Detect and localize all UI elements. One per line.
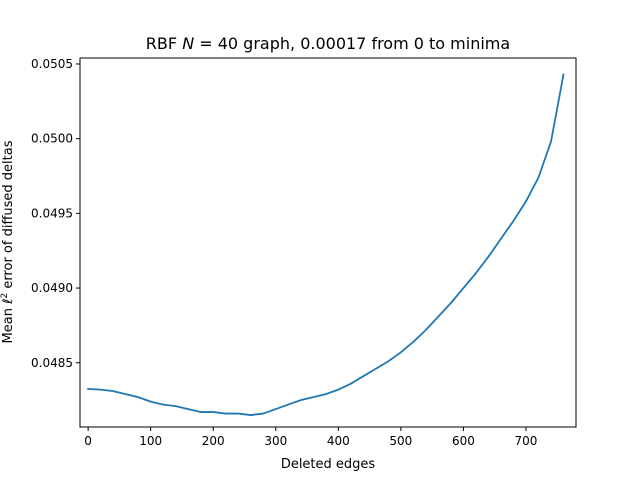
x-tick-label: 100 [139, 434, 162, 448]
chart-title: RBF N = 40 graph, 0.00017 from 0 to mini… [146, 34, 510, 53]
x-tick-label: 700 [515, 434, 538, 448]
x-tick-label: 0 [84, 434, 92, 448]
y-tick-label: 0.0495 [31, 206, 73, 220]
y-tick-label: 0.0485 [31, 356, 73, 370]
y-axis-label: Mean ℓ2 error of diffused deltas [0, 140, 16, 343]
x-axis-label: Deleted edges [281, 457, 376, 472]
x-tick-label: 300 [264, 434, 287, 448]
plot-frame [79, 57, 577, 428]
x-tick-label: 500 [389, 434, 412, 448]
plot-background [80, 58, 576, 427]
plot-area [80, 58, 576, 427]
y-tick-label: 0.0500 [31, 132, 73, 146]
x-tick-label: 200 [202, 434, 225, 448]
series-line [87, 73, 565, 416]
y-tick-label: 0.0505 [31, 57, 73, 71]
x-tick-label: 600 [452, 434, 475, 448]
y-tick-label: 0.0490 [31, 281, 73, 295]
y-axis-ticks: 0.0485 0.0490 0.0495 0.0500 0.0505 [31, 57, 80, 370]
x-tick-label: 400 [327, 434, 350, 448]
x-axis-ticks: 0 100 200 300 400 500 600 700 [84, 427, 537, 448]
